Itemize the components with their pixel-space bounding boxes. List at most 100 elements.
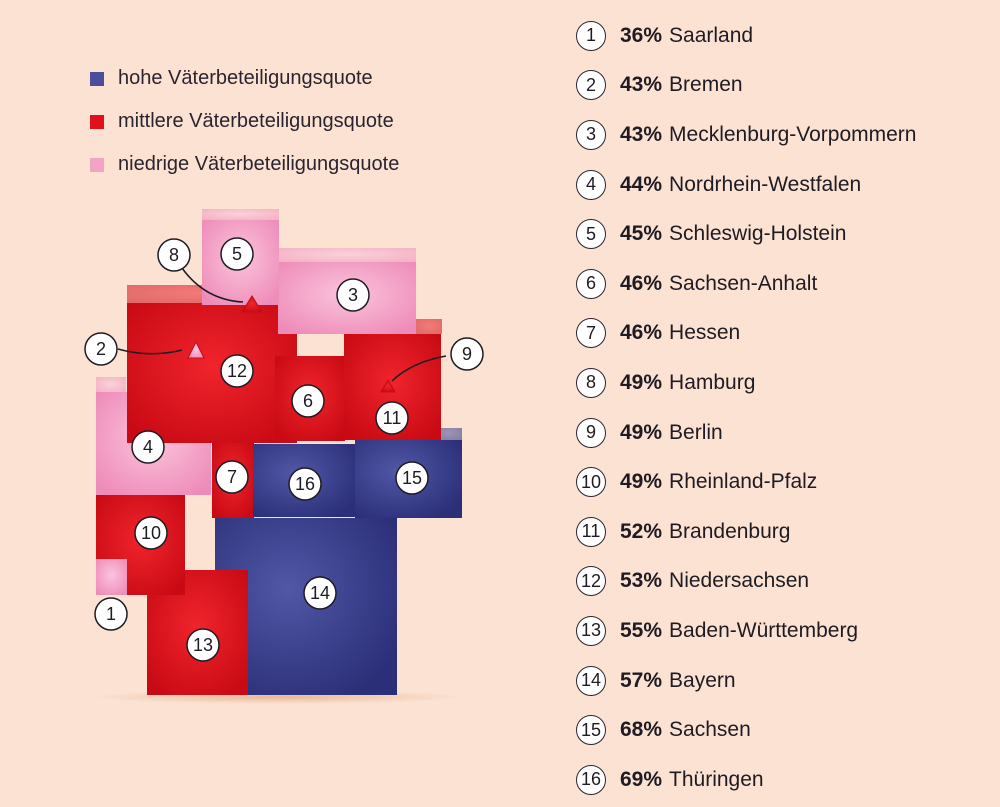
badge-circle — [303, 576, 337, 610]
badge-circle — [84, 332, 118, 366]
list-state-name: Baden-Württemberg — [669, 618, 859, 642]
list-percent: 45% — [620, 222, 663, 246]
badge-brandenburg: 11 — [375, 401, 409, 435]
block-cap-5 — [440, 428, 462, 440]
badge-number: 13 — [193, 635, 213, 655]
badge-circle — [215, 460, 249, 494]
list-state-name: Sachsen — [669, 718, 751, 742]
list-state-name: Mecklenburg-Vorpommern — [669, 122, 917, 146]
badge-number: 1 — [106, 604, 116, 624]
list-number: 4 — [576, 169, 606, 200]
badge-circle — [134, 516, 168, 550]
list-number: 15 — [576, 715, 606, 746]
list-item-saarland: 1 36% Saarland — [576, 11, 916, 61]
list-state-name: Niedersachsen — [669, 569, 810, 593]
leader-lines — [117, 267, 447, 382]
badge-niedersachsen: 12 — [220, 354, 254, 388]
list-number: 5 — [576, 219, 606, 250]
badge-number: 6 — [303, 391, 313, 411]
badge-circle — [94, 597, 128, 631]
badge-thüringen: 16 — [288, 467, 322, 501]
list-state-name: Bremen — [669, 73, 743, 97]
badge-circle — [157, 238, 191, 272]
list-percent: 49% — [620, 420, 663, 444]
list-percent: 49% — [620, 470, 663, 494]
badge-circle — [131, 430, 165, 464]
legend-item-high: hohe Väterbeteiligungsquote — [90, 57, 399, 100]
legend-item-mid: mittlere Väterbeteiligungsquote — [90, 100, 399, 143]
badge-circle — [375, 401, 409, 435]
state-blocks — [96, 209, 462, 695]
badge-nordrhein-westfalen: 4 — [131, 430, 165, 464]
list-state-name: Rheinland-Pfalz — [669, 470, 818, 494]
list-state-name: Schleswig-Holstein — [669, 222, 847, 246]
badge-number: 7 — [227, 467, 237, 487]
leader-line-1 — [181, 267, 244, 303]
list-percent: 36% — [620, 23, 663, 47]
badge-circle — [186, 628, 220, 662]
list-item-rheinland-pfalz: 10 49% Rheinland-Pfalz — [576, 457, 916, 507]
badge-number: 10 — [141, 523, 161, 543]
list-percent: 43% — [620, 122, 663, 146]
list-state-name: Hamburg — [669, 370, 756, 394]
block-saarland — [96, 559, 127, 595]
list-percent: 55% — [620, 618, 663, 642]
list-item-hamburg: 8 49% Hamburg — [576, 358, 916, 408]
badge-number: 8 — [169, 245, 179, 265]
list-percent: 43% — [620, 73, 663, 97]
badge-mecklenburg-vorpommern: 3 — [336, 278, 370, 312]
list-number: 14 — [576, 665, 606, 696]
badge-number: 3 — [348, 285, 358, 305]
leader-line-2 — [391, 355, 447, 382]
list-state-name: Thüringen — [669, 767, 764, 791]
badge-number: 14 — [310, 583, 330, 603]
list-item-hessen: 7 46% Hessen — [576, 309, 916, 359]
badge-sachsen: 15 — [395, 461, 429, 495]
list-number: 10 — [576, 467, 606, 498]
legend-swatch-mid — [90, 114, 104, 129]
list-item-bayern: 14 57% Bayern — [576, 656, 916, 706]
badge-number: 2 — [96, 339, 106, 359]
list-state-name: Nordrhein-Westfalen — [669, 172, 862, 196]
list-state-name: Sachsen-Anhalt — [669, 271, 818, 295]
list-percent: 49% — [620, 370, 663, 394]
legend-label-low: niedrige Väterbeteiligungsquote — [118, 153, 400, 175]
badge-circle — [450, 337, 484, 371]
badge-sachsen-anhalt: 6 — [291, 384, 325, 418]
block-cap-0 — [202, 209, 279, 220]
block-cap-4 — [416, 319, 442, 334]
badge-number: 16 — [295, 474, 315, 494]
list-item-berlin: 9 49% Berlin — [576, 408, 916, 458]
marker-bremen — [187, 340, 205, 359]
list-percent: 68% — [620, 718, 663, 742]
list-state-name: Bayern — [669, 668, 736, 692]
badge-circle — [291, 384, 325, 418]
list-number: 8 — [576, 367, 606, 398]
list-percent: 46% — [620, 321, 663, 345]
list-percent: 57% — [620, 668, 663, 692]
badge-baden-württemberg: 13 — [186, 628, 220, 662]
list-percent: 46% — [620, 271, 663, 295]
badge-bayern: 14 — [303, 576, 337, 610]
list-number: 16 — [576, 764, 606, 795]
badge-saarland: 1 — [94, 597, 128, 631]
badge-circle — [220, 354, 254, 388]
list-number: 11 — [576, 516, 606, 547]
block-niedersachsen — [127, 303, 297, 443]
badge-schleswig-holstein: 5 — [220, 237, 254, 271]
badge-number: 12 — [227, 361, 247, 381]
block-cap-3 — [96, 377, 126, 393]
list-state-name: Saarland — [669, 23, 754, 47]
list-item-sachsen: 15 68% Sachsen — [576, 705, 916, 755]
list-number: 1 — [576, 20, 606, 51]
state-list: 1 36% Saarland 2 43% Bremen 3 43% Mecklenburg-Vo… — [576, 11, 916, 805]
list-number: 6 — [576, 268, 606, 299]
list-item-bremen: 2 43% Bremen — [576, 61, 916, 111]
badge-circle — [395, 461, 429, 495]
list-state-name: Berlin — [669, 420, 723, 444]
list-item-niedersachsen: 12 53% Niedersachsen — [576, 557, 916, 607]
badge-hessen: 7 — [215, 460, 249, 494]
list-percent: 44% — [620, 172, 663, 196]
